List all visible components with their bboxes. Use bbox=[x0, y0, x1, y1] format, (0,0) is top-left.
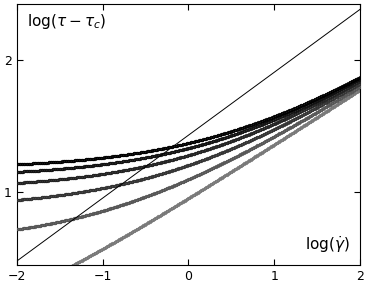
Text: $\log(\tau - \tau_c)$: $\log(\tau - \tau_c)$ bbox=[27, 12, 106, 31]
Text: $\log(\dot{\gamma})$: $\log(\dot{\gamma})$ bbox=[305, 234, 350, 255]
